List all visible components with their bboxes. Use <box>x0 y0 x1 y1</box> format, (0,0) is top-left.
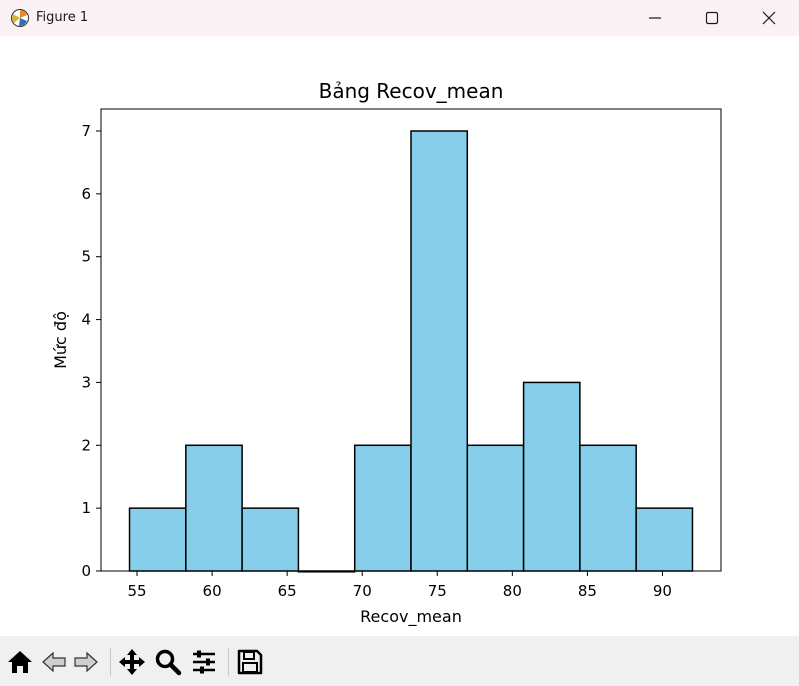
chart-title: Bảng Recov_mean <box>319 79 504 103</box>
maximize-button[interactable] <box>689 0 735 36</box>
forward-button[interactable] <box>70 646 102 678</box>
configure-subplots-icon <box>193 650 215 674</box>
y-tick-label: 6 <box>81 185 91 203</box>
window-title: Figure 1 <box>36 10 89 25</box>
histogram-bar <box>522 381 581 572</box>
pan-button[interactable] <box>116 646 148 678</box>
y-tick-label: 5 <box>81 248 91 266</box>
home-icon <box>8 651 32 673</box>
title-bar: Figure 1 <box>0 0 799 36</box>
minimize-icon <box>649 17 661 19</box>
histogram-bar <box>635 507 694 572</box>
histogram-bar <box>410 130 469 572</box>
save-button[interactable] <box>234 646 266 678</box>
histogram-bar <box>241 507 300 572</box>
pan-icon <box>119 649 145 675</box>
close-button[interactable] <box>746 0 792 36</box>
zoom-icon <box>155 649 182 676</box>
histogram-bar <box>353 444 412 572</box>
x-tick-label: 90 <box>653 582 672 600</box>
save-icon <box>237 649 263 675</box>
y-tick-label: 4 <box>81 311 91 329</box>
y-axis-label: Mức độ <box>51 311 70 369</box>
plot-frame <box>100 108 722 572</box>
app-icon <box>11 9 29 27</box>
y-tick-label: 7 <box>81 122 91 140</box>
histogram-chart: Bảng Recov_mean 55 60 65 70 75 80 85 90 0 1 2 3 4 5 6… <box>51 79 722 627</box>
x-tick-label: 70 <box>353 582 372 600</box>
y-tick-label: 1 <box>81 499 91 517</box>
histogram-bar <box>466 444 525 572</box>
zoom-button[interactable] <box>152 646 184 678</box>
x-tick-label: 85 <box>578 582 597 600</box>
x-tick-label: 65 <box>278 582 297 600</box>
x-tick-label: 60 <box>203 582 222 600</box>
x-tick-label: 75 <box>428 582 447 600</box>
y-tick-label: 0 <box>81 562 91 580</box>
close-icon <box>762 11 776 25</box>
x-tick-label: 80 <box>503 582 522 600</box>
configure-subplots-button[interactable] <box>188 646 220 678</box>
back-button[interactable] <box>38 646 70 678</box>
x-axis-label: Recov_mean <box>360 607 462 627</box>
figure-canvas[interactable]: Bảng Recov_mean 55 60 65 70 75 80 85 90 0 1 2 3 4 5 6… <box>0 36 799 636</box>
forward-icon <box>74 651 98 673</box>
y-tick-label: 2 <box>81 436 91 454</box>
histogram-bar <box>128 507 187 572</box>
back-icon <box>42 651 66 673</box>
maximize-icon <box>705 11 719 25</box>
toolbar-separator <box>110 648 111 676</box>
navigation-toolbar <box>0 636 799 686</box>
x-tick-label: 55 <box>127 582 146 600</box>
y-tick-label: 3 <box>81 373 91 391</box>
histogram-bar <box>185 444 243 572</box>
minimize-button[interactable] <box>632 0 678 36</box>
histogram-bar <box>579 444 637 572</box>
toolbar-separator <box>228 648 229 676</box>
home-button[interactable] <box>4 646 36 678</box>
